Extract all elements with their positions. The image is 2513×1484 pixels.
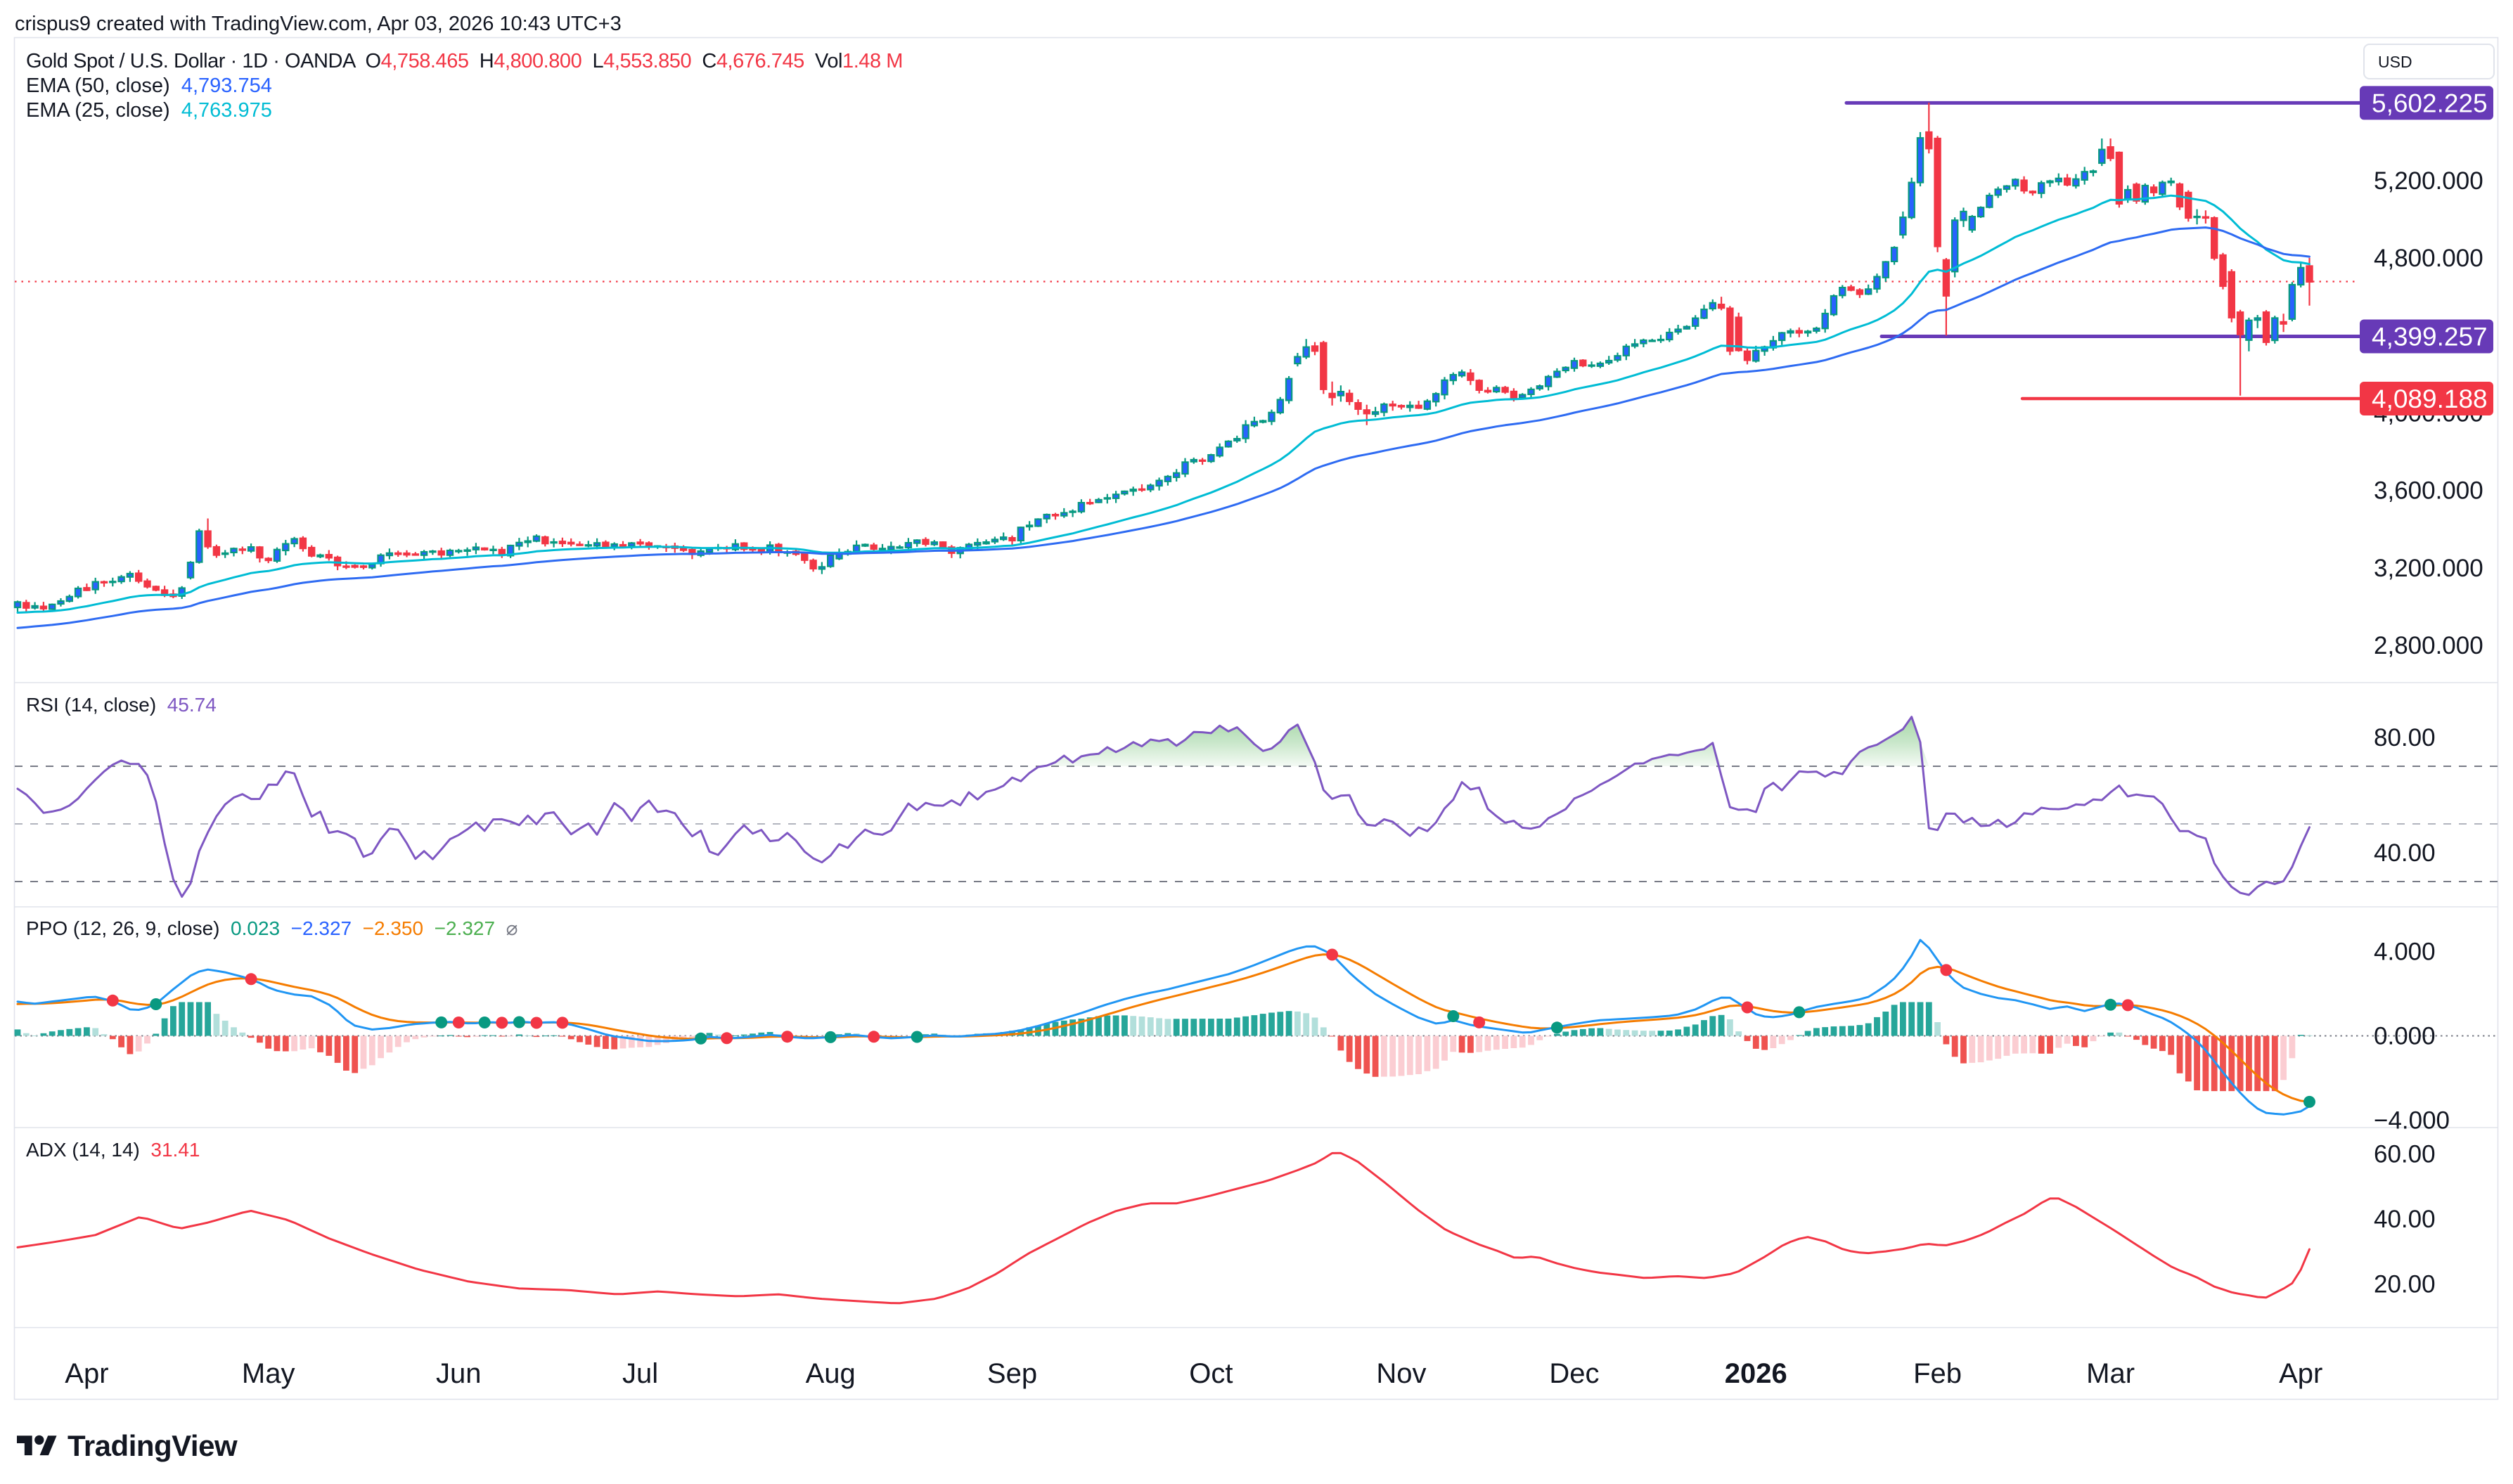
svg-text:Oct: Oct [1189, 1358, 1233, 1389]
svg-text:4,089.188: 4,089.188 [2372, 385, 2488, 413]
svg-text:2026: 2026 [1725, 1358, 1787, 1389]
svg-text:Mar: Mar [2086, 1358, 2135, 1389]
svg-text:80.00: 80.00 [2374, 724, 2436, 751]
svg-text:EMA (25, close) 4,763.975: EMA (25, close) 4,763.975 [26, 99, 272, 122]
svg-text:4,800.000: 4,800.000 [2374, 245, 2483, 272]
svg-text:3,200.000: 3,200.000 [2374, 555, 2483, 582]
svg-text:USD: USD [2378, 53, 2412, 71]
svg-text:0.000: 0.000 [2374, 1023, 2436, 1050]
svg-text:40.00: 40.00 [2374, 839, 2436, 867]
svg-text:4.000: 4.000 [2374, 938, 2436, 966]
svg-text:2,800.000: 2,800.000 [2374, 632, 2483, 659]
svg-text:Apr: Apr [65, 1358, 108, 1389]
svg-text:4,399.257: 4,399.257 [2372, 323, 2488, 351]
svg-text:Jun: Jun [436, 1358, 482, 1389]
svg-text:TradingView: TradingView [68, 1429, 238, 1462]
svg-text:Gold Spot / U.S. Dollar · 1D ·: Gold Spot / U.S. Dollar · 1D · OANDA O4,… [26, 50, 903, 72]
svg-text:Sep: Sep [987, 1358, 1037, 1389]
svg-text:ADX (14, 14) 31.41: ADX (14, 14) 31.41 [26, 1139, 200, 1161]
svg-text:RSI (14, close) 45.74: RSI (14, close) 45.74 [26, 694, 217, 716]
svg-text:May: May [242, 1358, 295, 1389]
svg-text:Aug: Aug [806, 1358, 856, 1389]
svg-text:5,602.225: 5,602.225 [2372, 89, 2488, 117]
svg-text:Dec: Dec [1549, 1358, 1599, 1389]
svg-text:Nov: Nov [1376, 1358, 1426, 1389]
svg-text:Apr: Apr [2279, 1358, 2322, 1389]
svg-text:crispus9 created with TradingV: crispus9 created with TradingView.com, A… [15, 13, 622, 35]
svg-text:EMA (50, close) 4,793.754: EMA (50, close) 4,793.754 [26, 75, 272, 97]
svg-text:60.00: 60.00 [2374, 1141, 2436, 1168]
svg-text:20.00: 20.00 [2374, 1270, 2436, 1298]
svg-text:Feb: Feb [1913, 1358, 1962, 1389]
svg-text:40.00: 40.00 [2374, 1206, 2436, 1233]
svg-text:PPO (12, 26, 9, close) 0.023: PPO (12, 26, 9, close) 0.023 −2.327 −2.3… [26, 917, 518, 939]
svg-text:−4.000: −4.000 [2374, 1107, 2450, 1135]
svg-text:5,200.000: 5,200.000 [2374, 167, 2483, 195]
svg-text:3,600.000: 3,600.000 [2374, 477, 2483, 505]
svg-text:Jul: Jul [622, 1358, 658, 1389]
